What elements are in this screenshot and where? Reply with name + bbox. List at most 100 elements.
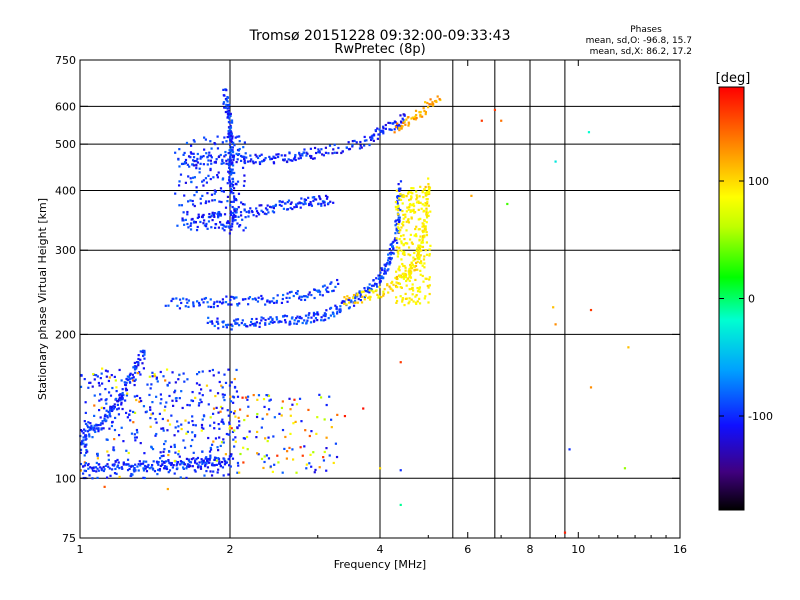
echo-point	[79, 448, 83, 451]
echo-point	[424, 112, 427, 116]
echo-point	[372, 284, 375, 287]
echo-point	[399, 187, 402, 190]
echo-point	[267, 457, 271, 460]
echo-point	[178, 455, 181, 458]
echo-point	[228, 176, 231, 179]
echo-point	[248, 430, 251, 433]
echo-point	[301, 154, 304, 157]
echo-point	[427, 286, 430, 289]
echo-point	[233, 210, 236, 213]
echo-point	[263, 405, 266, 409]
echo-point	[191, 420, 194, 423]
echo-point	[410, 241, 413, 244]
echo-point	[233, 319, 236, 322]
echo-point	[82, 432, 85, 435]
echo-point	[196, 465, 200, 468]
echo-point	[198, 383, 201, 387]
echo-point	[323, 204, 326, 207]
echo-point	[97, 430, 100, 433]
echo-point	[132, 376, 135, 379]
echo-point	[115, 389, 118, 393]
echo-point	[370, 137, 374, 140]
echo-point	[118, 475, 121, 478]
echo-point	[202, 155, 205, 158]
echo-point	[351, 145, 354, 148]
echo-point	[243, 155, 246, 158]
echo-point	[224, 153, 227, 157]
echo-point	[174, 426, 177, 429]
echo-point	[266, 440, 269, 443]
echo-point	[378, 128, 381, 131]
echo-point	[126, 469, 130, 472]
echo-point	[359, 295, 362, 298]
echo-point	[416, 260, 419, 263]
echo-point	[213, 189, 216, 192]
echo-point	[220, 189, 223, 193]
echo-point	[166, 419, 170, 422]
echo-point	[224, 301, 228, 304]
echo-point	[114, 397, 118, 400]
echo-point	[289, 202, 292, 206]
echo-point	[384, 123, 387, 127]
echo-point	[299, 154, 302, 157]
echo-point	[230, 381, 233, 384]
echo-point	[409, 263, 412, 267]
echo-point	[318, 290, 322, 293]
echo-point	[205, 456, 208, 459]
echo-point	[298, 297, 301, 300]
echo-point	[261, 210, 265, 214]
echo-point	[421, 274, 424, 278]
echo-point	[219, 153, 222, 157]
echo-point	[416, 252, 420, 255]
echo-point	[218, 380, 221, 384]
echo-point	[239, 452, 242, 456]
echo-point	[354, 294, 357, 297]
echo-point	[166, 429, 169, 432]
echo-point	[225, 162, 228, 165]
echo-point	[416, 254, 419, 257]
echo-point	[316, 313, 320, 316]
echo-point	[224, 110, 227, 114]
echo-point	[308, 291, 311, 294]
echo-point	[421, 237, 424, 240]
echo-point	[156, 461, 159, 465]
echo-point	[133, 379, 136, 383]
y-tick-label: 75	[62, 532, 76, 545]
echo-point	[407, 208, 410, 211]
echo-point	[228, 232, 231, 235]
echo-point	[189, 199, 192, 202]
echo-point	[222, 94, 225, 97]
echo-point	[228, 134, 231, 137]
echo-point	[98, 399, 101, 402]
echo-point	[202, 459, 205, 462]
echo-point	[312, 199, 315, 203]
echo-point	[234, 219, 237, 222]
echo-point	[193, 220, 196, 223]
echo-point	[189, 151, 193, 154]
echo-point	[230, 162, 233, 165]
echo-point	[93, 414, 96, 418]
echo-point	[273, 320, 276, 324]
echo-point	[345, 303, 348, 306]
echo-point	[149, 408, 152, 411]
echo-point	[298, 151, 301, 154]
echo-point	[382, 292, 385, 296]
echo-point	[404, 269, 407, 272]
echo-point	[143, 464, 147, 468]
echo-point	[296, 202, 300, 205]
echo-point	[563, 531, 567, 534]
echo-point	[164, 304, 167, 307]
echo-point	[214, 226, 217, 229]
echo-point	[424, 201, 427, 205]
echo-point	[154, 417, 157, 421]
echo-point	[280, 320, 283, 323]
echo-point	[162, 375, 165, 378]
echo-point	[253, 324, 256, 327]
echo-point	[243, 161, 247, 165]
echo-point	[251, 298, 254, 301]
echo-point	[171, 399, 174, 402]
echo-point	[214, 161, 218, 164]
echo-point	[212, 306, 215, 309]
echo-point	[222, 162, 225, 165]
echo-point	[233, 171, 236, 175]
